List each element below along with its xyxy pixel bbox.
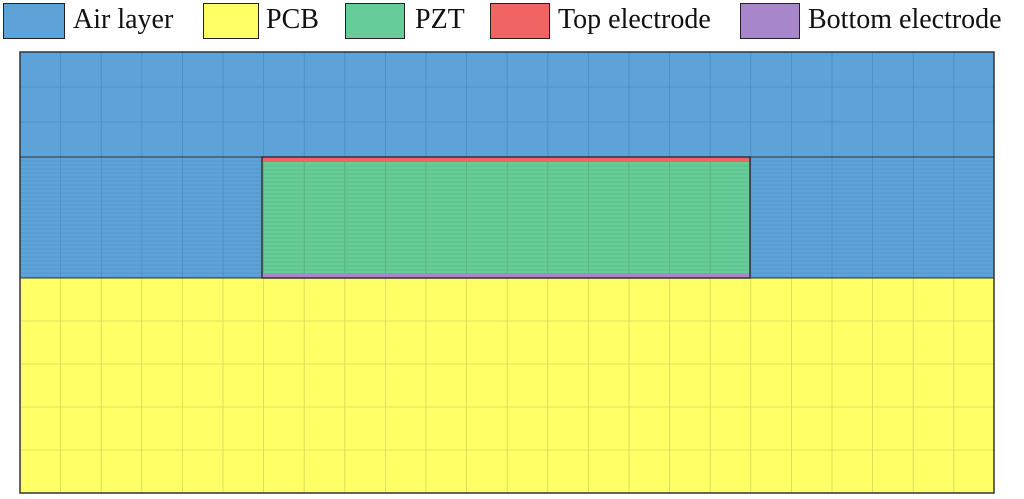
legend-swatch-pzt bbox=[345, 3, 405, 39]
air-layer-left-mesh bbox=[20, 157, 262, 278]
domain-outline bbox=[19, 51, 995, 494]
air-layer-left-region bbox=[20, 157, 262, 278]
top-electrode-region bbox=[262, 157, 750, 162]
legend-swatch-air-layer bbox=[3, 3, 65, 39]
bottom-electrode-region bbox=[262, 273, 750, 278]
legend: Air layer PCB PZT Top electrode Bottom e… bbox=[0, 0, 1024, 46]
legend-swatch-top-electrode bbox=[490, 3, 550, 39]
legend-swatch-bottom-electrode bbox=[740, 3, 800, 39]
legend-label-top-electrode: Top electrode bbox=[558, 4, 711, 35]
legend-label-bottom-electrode: Bottom electrode bbox=[808, 4, 1002, 35]
legend-label-pzt: PZT bbox=[415, 4, 465, 35]
pzt-region bbox=[262, 162, 750, 273]
pzt-mesh bbox=[262, 162, 750, 273]
air-layer-top-mesh bbox=[20, 52, 994, 157]
pcb-mesh bbox=[20, 278, 994, 493]
air-layer-right-region bbox=[750, 157, 994, 278]
air-layer-right-mesh bbox=[750, 157, 994, 278]
legend-swatch-pcb bbox=[203, 3, 259, 39]
legend-label-air-layer: Air layer bbox=[73, 4, 174, 35]
legend-label-pcb: PCB bbox=[266, 4, 319, 35]
